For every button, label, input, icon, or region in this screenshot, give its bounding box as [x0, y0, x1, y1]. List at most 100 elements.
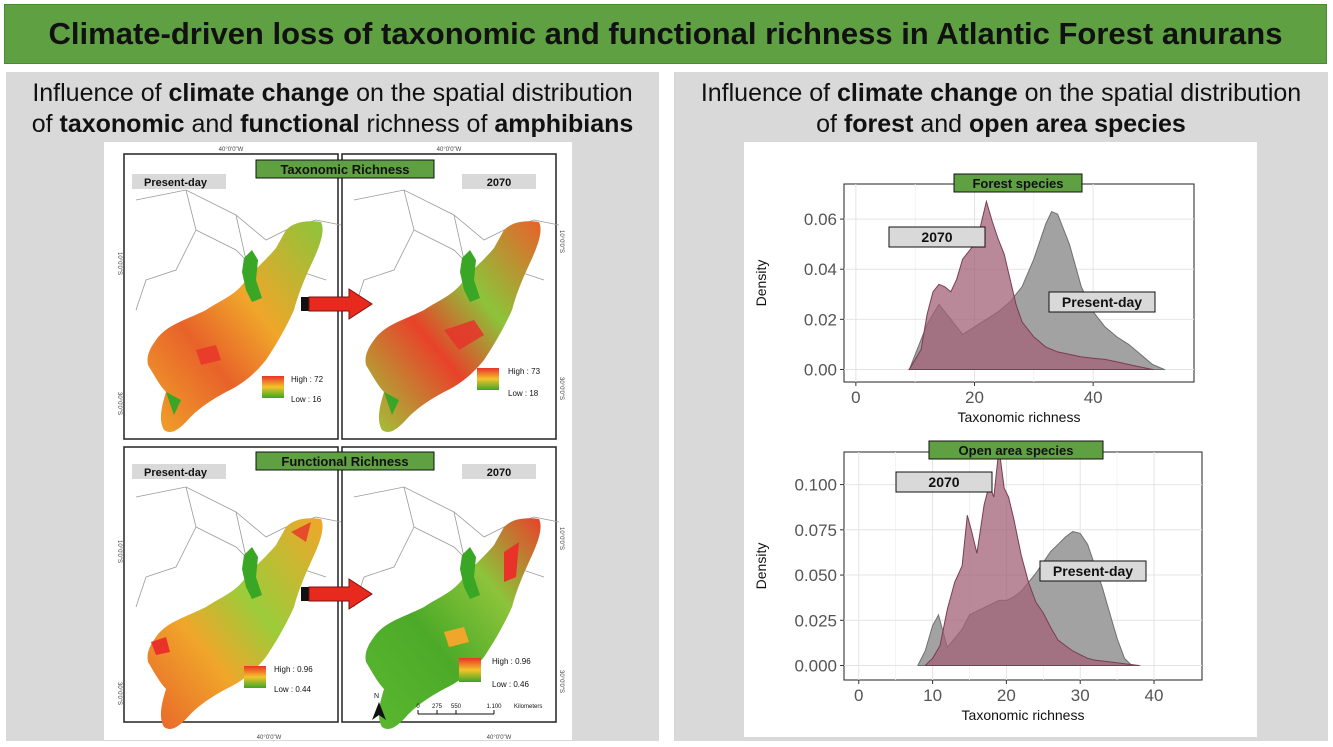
coord-side-30-b: 30°0'0"S	[558, 377, 564, 400]
chart-title-box	[953, 173, 1083, 193]
tag-tax-present: Present-day	[144, 177, 208, 189]
y-tick-label: 0.02	[804, 310, 837, 329]
series-label-box	[888, 226, 986, 248]
left-panel: Influence of climate change on the spati…	[6, 72, 659, 741]
tag-box-fun-present	[132, 464, 226, 479]
y-tick-label: 0.075	[794, 521, 837, 540]
coord-side-10-d: 10°0'0"S	[558, 527, 564, 550]
y-tick-label: 0.025	[794, 611, 837, 630]
scale-tick-0: 0	[416, 704, 420, 710]
right-panel-title: Influence of climate change on the spati…	[674, 78, 1328, 140]
arrow-right-icon	[301, 578, 373, 610]
forest-density-chart: 0 20 40 0.00 0.02 0.04 0.06 Taxonomic richness D…	[753, 173, 1195, 425]
coord-top-left: 40°0'0"W	[219, 147, 244, 153]
series-2070-area	[924, 448, 1141, 667]
scale-unit: Kilometers	[514, 704, 542, 710]
series-label-box	[1039, 560, 1147, 582]
legend-high-tax-present: High : 72	[291, 375, 324, 384]
y-tick-label: 0.050	[794, 566, 837, 585]
right-title-line2: of forest and open area species	[816, 110, 1186, 138]
legend-low-tax-future: Low : 18	[508, 389, 539, 398]
y-tick-label: 0.04	[804, 260, 837, 279]
legend-high-tax-future: High : 73	[508, 367, 541, 376]
legend-low-tax-present: Low : 16	[291, 395, 322, 404]
taxonomic-label-box	[255, 159, 435, 179]
x-tick-label: 30	[1071, 686, 1090, 705]
y-axis-label: Density	[753, 260, 769, 307]
series-2070-area	[907, 199, 1154, 371]
chart-title: Forest species	[972, 176, 1063, 191]
main-title: Climate-driven loss of taxonomic and fun…	[48, 16, 1283, 51]
tag-fun-future: 2070	[487, 467, 511, 479]
y-tick-label: 0.000	[794, 657, 837, 676]
map-fun-present	[135, 486, 342, 730]
x-tick-label: 20	[965, 388, 984, 407]
scale-bar: 0 275 550 1.100 Kilometers	[416, 704, 542, 715]
legend-low-fun-present: Low : 0.44	[274, 685, 311, 694]
y-tick-label: 0.00	[804, 360, 837, 379]
coord-side-10-c: 10°0'0"S	[116, 540, 122, 563]
coord-side-10-b: 10°0'0"S	[558, 230, 564, 253]
coord-side-30-a: 30°0'0"S	[116, 392, 122, 415]
series-label: 2070	[928, 474, 959, 490]
scale-tick-3: 1.100	[486, 704, 502, 710]
map-figure-svg: 40°0'0"W 40°0'0"W 40°0'0"W 40°0'0"W 10°0…	[116, 147, 564, 741]
right-title-line1: Influence of climate change on the spati…	[700, 79, 1302, 107]
tag-fun-present: Present-day	[144, 467, 208, 479]
map-tax-future	[353, 189, 560, 433]
x-tick-label: 40	[1145, 686, 1164, 705]
legend-swatch-fun-present	[244, 666, 266, 688]
legend-high-fun-future: High : 0.96	[492, 657, 531, 666]
x-tick-label: 10	[923, 686, 942, 705]
y-axis-label: Density	[753, 543, 769, 590]
left-panel-title: Influence of climate change on the spati…	[6, 78, 659, 140]
x-axis-label: Taxonomic richness	[958, 409, 1081, 425]
title-banner: Climate-driven loss of taxonomic and fun…	[4, 4, 1327, 64]
chart-title: Open area species	[959, 443, 1074, 458]
tag-box-tax-future	[462, 174, 536, 189]
series-label: Present-day	[1062, 294, 1142, 310]
y-tick-label: 0.100	[794, 476, 837, 495]
coord-bottom-right: 40°0'0"W	[487, 735, 512, 740]
tag-tax-future: 2070	[487, 177, 511, 189]
right-panel: Influence of climate change on the spati…	[674, 72, 1328, 741]
north-arrow-icon: N	[372, 693, 386, 720]
x-tick-label: 40	[1084, 388, 1103, 407]
coord-bottom-left: 40°0'0"W	[257, 735, 282, 740]
taxonomic-label: Taxonomic Richness	[280, 162, 409, 177]
map-figure: 40°0'0"W 40°0'0"W 40°0'0"W 40°0'0"W 10°0…	[104, 142, 572, 741]
legend-swatch-fun-future	[459, 658, 481, 682]
series-label-box	[1048, 291, 1156, 313]
left-title-line2: of taxonomic and functional richness of …	[31, 110, 634, 138]
map-tax-present	[135, 189, 342, 433]
coord-side-30-c: 30°0'0"S	[116, 682, 122, 705]
functional-label: Functional Richness	[281, 454, 408, 469]
tag-box-tax-present	[132, 174, 226, 189]
scale-tick-1: 275	[432, 704, 443, 710]
density-charts: 0 20 40 0.00 0.02 0.04 0.06 Taxonomic richness D…	[744, 142, 1257, 737]
coord-top-right: 40°0'0"W	[437, 147, 462, 153]
legend-low-fun-future: Low : 0.46	[492, 680, 529, 689]
coord-side-10-a: 10°0'0"S	[116, 252, 122, 275]
series-label-box	[895, 471, 993, 493]
scale-tick-2: 550	[451, 704, 462, 710]
series-label: 2070	[921, 229, 952, 245]
chart-title-box	[928, 440, 1104, 460]
arrow-right-icon	[301, 288, 373, 320]
series-label: Present-day	[1053, 563, 1133, 579]
functional-label-box	[255, 451, 435, 471]
left-title-line1: Influence of climate change on the spati…	[32, 79, 633, 107]
legend-swatch-tax-present	[262, 376, 284, 398]
north-label: N	[374, 693, 379, 700]
x-tick-label: 0	[854, 686, 863, 705]
legend-swatch-tax-future	[477, 368, 499, 390]
tag-box-fun-future	[462, 464, 536, 479]
x-tick-label: 0	[851, 388, 860, 407]
coord-side-30-d: 30°0'0"S	[558, 670, 564, 693]
open-area-density-chart: 0 10 20 30 40 0.000 0.025 0.050 0.075 0.100 Taxono…	[753, 440, 1203, 723]
map-fun-future	[353, 486, 560, 730]
y-tick-label: 0.06	[804, 210, 837, 229]
x-tick-label: 20	[997, 686, 1016, 705]
x-axis-label: Taxonomic richness	[962, 707, 1085, 723]
legend-high-fun-present: High : 0.96	[274, 665, 313, 674]
